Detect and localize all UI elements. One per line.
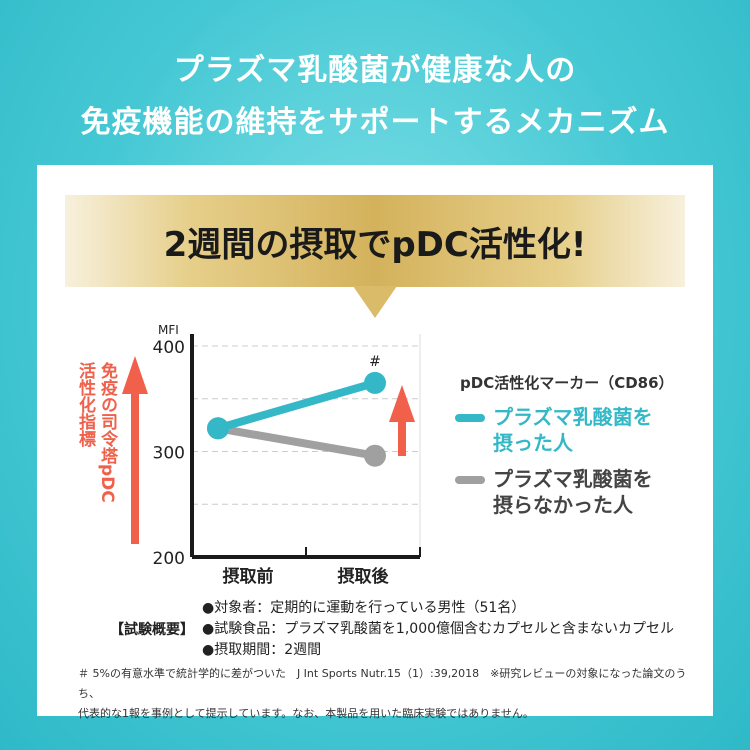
series-line — [214, 424, 379, 460]
side-arrow-head-icon — [122, 356, 148, 394]
legend-swatch — [455, 414, 485, 422]
series-line — [214, 378, 379, 433]
significance-mark: # — [369, 354, 381, 370]
side-label-col1: 免疫の司令塔pDC — [97, 362, 117, 503]
data-point — [364, 371, 386, 394]
page-title: プラズマ乳酸菌が健康な人の 免疫機能の維持をサポートするメカニズム — [80, 53, 670, 140]
y-tick-label: 200 — [153, 549, 185, 569]
y-tick-label: 300 — [153, 444, 185, 464]
x-tick-label: 摂取前 — [223, 566, 274, 587]
side-arrow-shaft — [131, 392, 139, 544]
study-summary: 【試験概要】 ●対象者：定期的に運動を行っている男性（51名） ●試験食品：プラ… — [110, 600, 675, 658]
increase-arrow-shaft — [398, 420, 406, 456]
legend-title: pDC活性化マーカー（CD86） — [460, 374, 674, 392]
side-label-col2: 活性化指標 — [75, 362, 95, 447]
y-tick-label: 400 — [153, 338, 185, 358]
banner-pointer — [353, 286, 397, 318]
headline-banner: 2週間の摂取でpDC活性化! — [65, 195, 685, 287]
y-axis-label: MFI — [158, 323, 179, 337]
legend-item-taken: プラズマ乳酸菌を 摂った人 — [455, 404, 653, 456]
footnote: ＃ 5%の有意水準で統計学的に差がついた J Int Sports Nutr.1… — [78, 667, 687, 720]
data-point — [364, 444, 386, 467]
legend-swatch — [455, 476, 485, 484]
x-tick-label: 摂取後 — [338, 566, 390, 587]
increase-arrow-head-icon — [389, 385, 415, 422]
data-point — [207, 417, 229, 440]
legend-item-not-taken: プラズマ乳酸菌を 摂らなかった人 — [455, 466, 653, 518]
